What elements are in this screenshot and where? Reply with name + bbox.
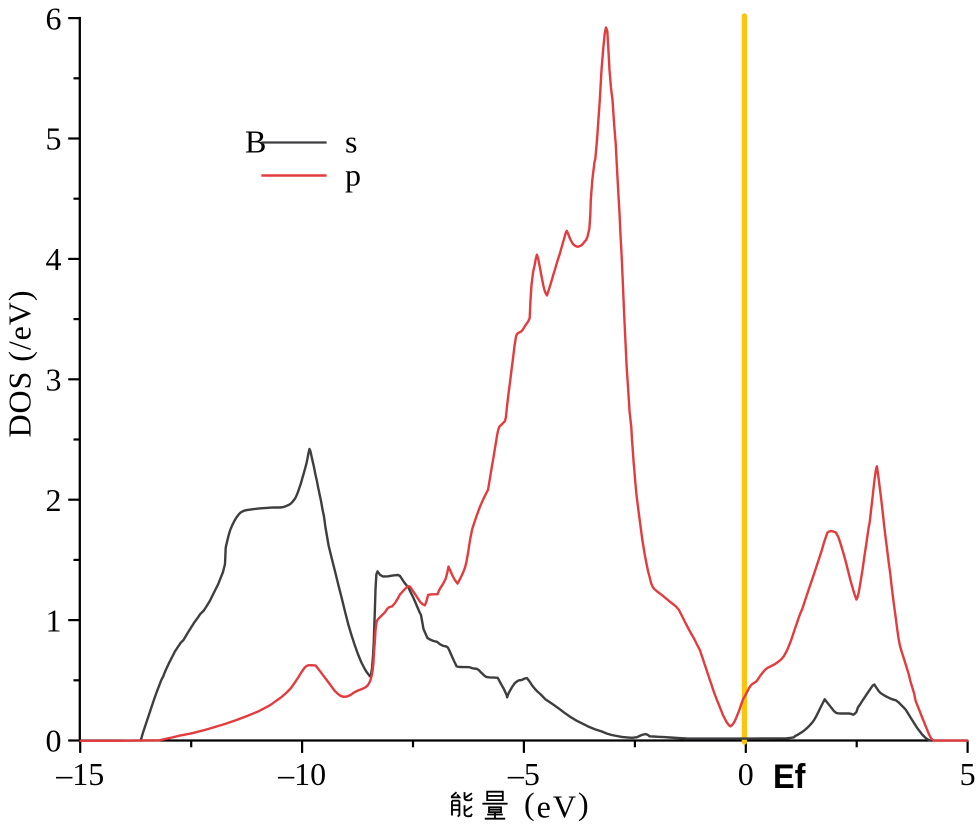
- svg-text:(eV): (eV): [524, 786, 591, 825]
- svg-text:B: B: [245, 123, 266, 159]
- svg-text:0: 0: [738, 756, 754, 792]
- svg-text:5: 5: [960, 756, 976, 792]
- svg-text:4: 4: [46, 241, 62, 277]
- svg-text:DOS (/eV): DOS (/eV): [2, 291, 38, 438]
- svg-text:3: 3: [46, 362, 62, 398]
- svg-text:5: 5: [46, 121, 62, 157]
- svg-text:p: p: [345, 156, 361, 192]
- svg-text:2: 2: [46, 482, 62, 518]
- svg-text:6: 6: [46, 0, 62, 36]
- svg-text:1: 1: [46, 602, 62, 638]
- svg-text:Ef: Ef: [773, 758, 806, 796]
- svg-text:–15: –15: [55, 756, 104, 792]
- svg-text:–5: –5: [507, 756, 540, 792]
- svg-text:–10: –10: [277, 756, 326, 792]
- svg-text:s: s: [345, 123, 357, 159]
- svg-text:0: 0: [46, 723, 62, 759]
